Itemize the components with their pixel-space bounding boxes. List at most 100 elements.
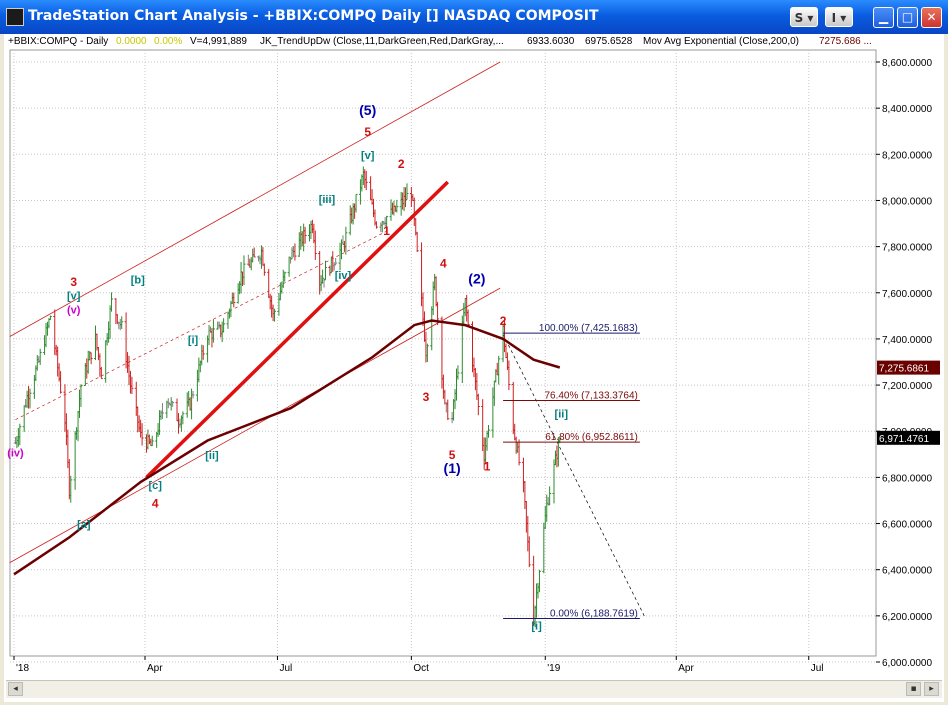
price-bar <box>28 388 32 409</box>
wave-label: [a] <box>77 519 91 531</box>
fib-label: 100.00% (7,425.1683) <box>539 323 638 334</box>
wave-label: [i] <box>531 621 542 633</box>
value2-label: 6975.6528 <box>585 36 633 47</box>
chart-area[interactable]: +BBIX:COMPQ - Daily 0.0000 0.00% V=4,991… <box>4 34 944 702</box>
wave-label: 5 <box>449 448 456 462</box>
price-chart: +BBIX:COMPQ - Daily 0.0000 0.00% V=4,991… <box>7 36 940 674</box>
indicator-label: JK_TrendUpDw (Close,11,DarkGreen,Red,Dar… <box>260 36 504 47</box>
price-bar <box>191 391 195 399</box>
price-bar <box>201 345 205 360</box>
fib-label: 0.00% (6,188.7619) <box>550 608 638 619</box>
scroll-left-button[interactable]: ◂ <box>8 682 23 696</box>
ma-value-label: 7275.686 ... <box>819 36 872 47</box>
window-title: TradeStation Chart Analysis - +BBIX:COMP… <box>28 8 599 24</box>
y-tick-label: 7,800.0000 <box>882 243 932 254</box>
main-trendline <box>145 180 449 479</box>
y-tick-label: 6,200.0000 <box>882 612 932 623</box>
lower-channel-line <box>9 287 501 564</box>
x-tick-label: Jul <box>279 663 292 674</box>
wave-label: [ii] <box>555 408 569 420</box>
ma-price-tag-box <box>877 360 940 375</box>
title-bar: TradeStation Chart Analysis - +BBIX:COMP… <box>0 0 948 34</box>
x-axis: '18 Apr Jul Oct '19 Apr Jul <box>13 656 824 674</box>
fib-extension-line <box>502 334 645 617</box>
s-button[interactable]: S ▾ <box>790 7 818 27</box>
close-button[interactable]: ✕ <box>921 7 942 28</box>
x-tick-label: '18 <box>16 663 29 674</box>
wave-label: (5) <box>359 102 376 118</box>
y-tick-label: 8,600.0000 <box>882 58 932 69</box>
price-bar <box>415 231 419 253</box>
price-bar <box>446 399 450 420</box>
price-bar <box>150 435 154 447</box>
price-bar <box>527 536 531 568</box>
wave-label: 3 <box>70 275 77 289</box>
price-bar <box>89 352 93 365</box>
change-label: 0.0000 <box>116 36 147 47</box>
ma-price-tag: 7,275.6861 <box>879 364 929 375</box>
wave-label: [iv] <box>335 270 352 282</box>
price-bar <box>374 221 378 229</box>
price-bar <box>18 423 22 446</box>
price-bars <box>13 166 562 628</box>
s-button-label: S <box>794 11 804 25</box>
wave-label: 2 <box>500 314 507 328</box>
price-bar <box>99 366 103 380</box>
x-tick-label: Oct <box>413 663 429 674</box>
minimize-button[interactable]: ▁ <box>873 7 894 28</box>
price-bar <box>69 475 73 503</box>
x-tick-label: '19 <box>547 663 560 674</box>
price-tags: 7,275.6861 6,971.4761 <box>877 360 940 445</box>
y-tick-label: 8,000.0000 <box>882 196 932 207</box>
price-bar <box>211 319 215 343</box>
fib-label: 61.80% (6,952.8611) <box>545 432 638 443</box>
scroll-right-button[interactable]: ▸ <box>924 682 939 696</box>
y-tick-label: 6,600.0000 <box>882 520 932 531</box>
wave-label: (1) <box>444 460 461 476</box>
price-bar <box>38 348 42 365</box>
volume-label: V=4,991,889 <box>190 36 247 47</box>
y-axis: 8,600.0000 8,400.0000 8,200.0000 8,000.0000… <box>876 58 932 669</box>
last-price-tag-box <box>877 430 940 445</box>
price-bar <box>293 243 297 261</box>
wave-label: (iv) <box>7 448 24 460</box>
price-bar <box>517 439 521 466</box>
price-bar <box>456 365 460 380</box>
last-price-tag: 6,971.4761 <box>879 434 929 445</box>
price-bar <box>537 569 541 593</box>
ema-200-line <box>13 319 561 576</box>
wave-label: 3 <box>423 390 430 404</box>
wave-label: 5 <box>364 125 371 139</box>
price-bar <box>79 384 83 407</box>
maximize-button[interactable]: □ <box>897 7 918 28</box>
price-bar <box>222 318 226 333</box>
wave-label: (v) <box>67 305 81 317</box>
wave-label: [ii] <box>205 450 219 462</box>
price-bar <box>140 423 144 446</box>
horizontal-scrollbar[interactable]: ◂ ▪ ▸ <box>6 680 942 698</box>
wave-label: [i] <box>188 335 199 347</box>
price-bar <box>242 255 246 286</box>
wave-label: [iii] <box>319 194 336 206</box>
price-bar <box>283 271 287 282</box>
change-pct-label: 0.00% <box>154 36 182 47</box>
price-bar <box>232 292 236 308</box>
plot-frame <box>9 49 877 657</box>
price-bar <box>476 393 480 416</box>
i-button[interactable]: I ▾ <box>825 7 853 27</box>
wave-label: (2) <box>468 271 485 287</box>
price-bar <box>171 400 175 407</box>
wave-label: [v] <box>361 150 375 162</box>
scroll-thumb[interactable]: ▪ <box>906 682 921 696</box>
y-tick-label: 8,200.0000 <box>882 150 932 161</box>
wave-labels: (5)5[v]2[iii]1[iv]4(2)35(1) 12[ii][i]3[v]… <box>7 102 568 633</box>
price-bar <box>405 183 409 201</box>
y-tick-label: 6,400.0000 <box>882 566 932 577</box>
price-bar <box>262 263 266 276</box>
price-bar <box>323 260 327 281</box>
fib-label: 76.40% (7,133.3764) <box>544 390 637 401</box>
wave-label: 4 <box>440 256 447 270</box>
wave-label: 2 <box>398 157 405 171</box>
price-bar <box>466 309 470 327</box>
y-tick-label: 7,200.0000 <box>882 381 932 392</box>
